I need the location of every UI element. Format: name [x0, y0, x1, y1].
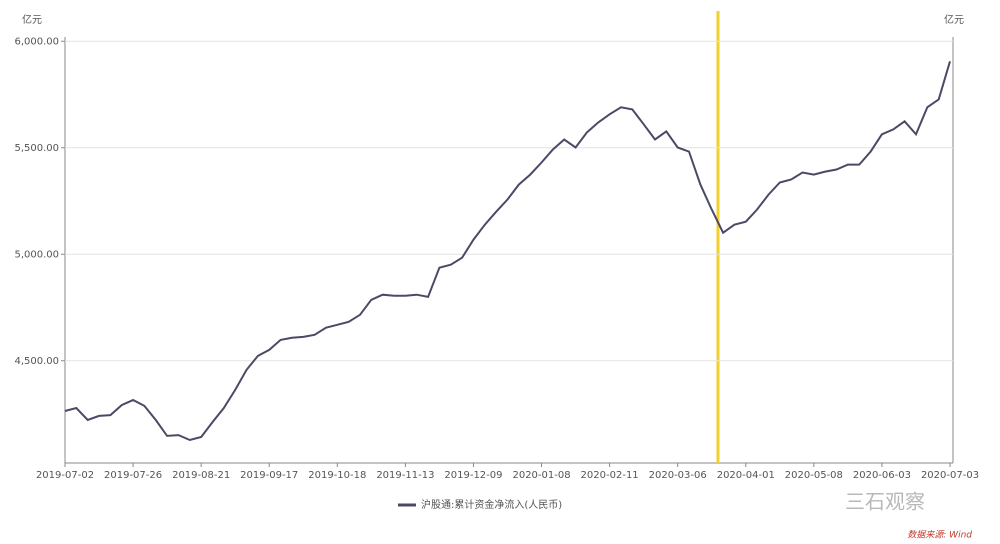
- x-tick-label: 2019-11-13: [376, 470, 434, 481]
- x-tick-label: 2020-03-06: [649, 470, 707, 481]
- x-tick-label: 2020-07-03: [921, 470, 979, 481]
- watermark: 三石观察: [845, 490, 925, 514]
- x-tick-label: 2020-01-08: [512, 470, 570, 481]
- y-tick-label: 4,500.00: [14, 356, 59, 367]
- series-line: [64, 61, 951, 442]
- x-tick-label: 2020-05-08: [785, 470, 843, 481]
- x-tick-label: 2020-06-03: [853, 470, 911, 481]
- source: 数据来源: Wind: [907, 530, 972, 541]
- legend-label: 沪股通:累计资金净流入(人民币): [421, 498, 562, 511]
- x-tick-label: 2019-10-18: [308, 470, 366, 481]
- x-tick-label: 2020-02-11: [581, 470, 639, 481]
- x-tick-label: 2019-07-02: [36, 470, 94, 481]
- x-tick-label: 2019-07-26: [104, 470, 162, 481]
- y-tick-label: 5,500.00: [14, 143, 59, 154]
- x-tick-label: 2020-04-01: [717, 470, 775, 481]
- y-tick-label: 5,000.00: [14, 249, 59, 260]
- x-tick-label: 2019-08-21: [172, 470, 230, 481]
- y-unit: 亿元: [22, 13, 42, 26]
- y-tick-label: 6,000.00: [14, 36, 59, 47]
- x-tick-label: 2019-09-17: [240, 470, 298, 481]
- y-unit-right: 亿元: [944, 13, 964, 26]
- x-tick-label: 2019-12-09: [444, 470, 502, 481]
